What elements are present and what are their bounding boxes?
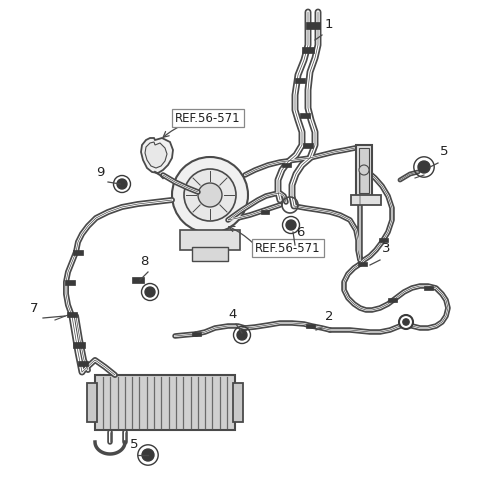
Polygon shape <box>141 138 173 173</box>
Bar <box>351 195 381 205</box>
Circle shape <box>359 165 369 175</box>
Circle shape <box>403 319 409 325</box>
Circle shape <box>286 220 296 230</box>
Bar <box>300 113 310 118</box>
Bar <box>358 262 367 266</box>
Circle shape <box>172 157 248 233</box>
Text: 7: 7 <box>30 302 38 315</box>
Bar <box>306 22 320 29</box>
Bar <box>305 324 314 328</box>
Text: 8: 8 <box>140 255 148 268</box>
Text: 3: 3 <box>382 242 391 255</box>
Bar <box>303 143 313 148</box>
Circle shape <box>184 169 236 221</box>
Bar <box>295 78 305 83</box>
Text: 2: 2 <box>325 310 334 323</box>
Circle shape <box>142 449 154 461</box>
Text: 9: 9 <box>96 166 104 179</box>
Bar <box>356 145 372 200</box>
Circle shape <box>145 287 155 297</box>
Circle shape <box>117 179 127 189</box>
Text: 5: 5 <box>130 438 139 451</box>
Bar <box>78 361 88 366</box>
Bar <box>132 277 144 283</box>
Bar <box>302 47 314 53</box>
Bar <box>67 311 77 316</box>
Polygon shape <box>145 142 167 168</box>
Text: 1: 1 <box>325 18 334 31</box>
Text: REF.56-571: REF.56-571 <box>175 112 240 124</box>
Bar <box>387 298 396 302</box>
Bar <box>95 375 235 430</box>
Text: REF.56-571: REF.56-571 <box>255 242 321 254</box>
Bar <box>379 238 387 242</box>
Bar <box>192 332 201 336</box>
Bar <box>65 279 75 284</box>
Circle shape <box>237 330 247 340</box>
Bar <box>73 342 85 348</box>
Bar <box>180 230 240 250</box>
Bar <box>73 249 83 254</box>
Bar <box>233 383 243 422</box>
Bar <box>359 148 369 193</box>
Bar <box>281 163 290 167</box>
Bar <box>192 247 228 261</box>
Circle shape <box>198 183 222 207</box>
Bar <box>423 286 432 290</box>
Bar <box>87 383 97 422</box>
Text: 4: 4 <box>228 308 236 321</box>
Text: 6: 6 <box>296 226 304 239</box>
Circle shape <box>418 161 430 173</box>
Bar <box>261 210 269 214</box>
Circle shape <box>399 315 413 329</box>
Text: 5: 5 <box>440 145 448 158</box>
